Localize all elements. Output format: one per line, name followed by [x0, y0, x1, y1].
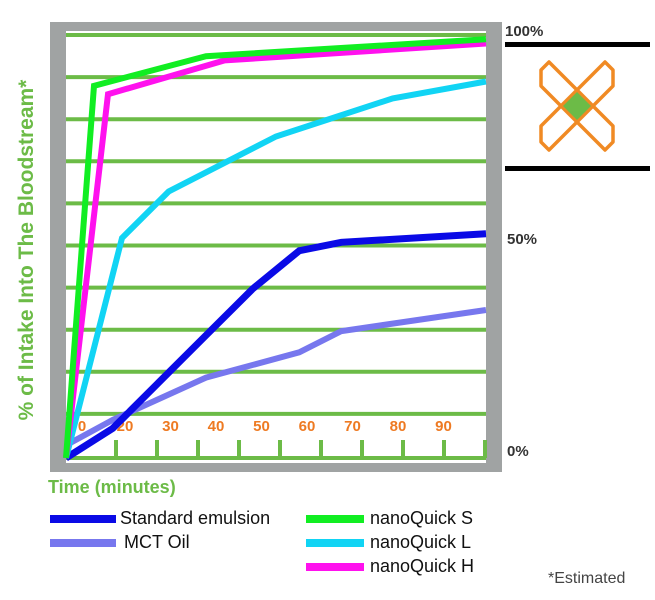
series-line-mct-oil: [64, 307, 487, 448]
gridlines: [66, 33, 486, 416]
x-tick-labels: 0 20 30 40 50 60 70 80 90: [78, 418, 452, 435]
x-tick-label: 60: [299, 418, 316, 435]
footnote: *Estimated: [548, 570, 626, 587]
x-axis: [66, 440, 487, 460]
legend-label: nanoQuick L: [370, 532, 472, 552]
legend-label: Standard emulsion: [120, 508, 271, 528]
x-tick-label: 70: [344, 418, 361, 435]
series-line-nanoquick-s: [63, 36, 487, 459]
y-label-0: 0%: [507, 443, 529, 460]
x-tick-label: 80: [390, 418, 407, 435]
legend-item-nanoquick-s: nanoQuick S: [306, 508, 473, 529]
legend-item-nanoquick-h: nanoQuick H: [306, 556, 474, 577]
x-tick-label: 30: [162, 418, 179, 435]
legend-swatch: [306, 562, 364, 571]
series-line-nanoquick-l: [63, 78, 487, 459]
legend-swatch: [50, 514, 116, 523]
legend-label: nanoQuick H: [370, 556, 475, 576]
bottom-black-bar: [505, 166, 650, 171]
legend-label: nanoQuick S: [370, 508, 474, 528]
legend-swatch: [50, 538, 116, 547]
y-axis-title: % of Intake Into The Bloodstream*: [15, 79, 38, 421]
y-label-50: 50%: [507, 231, 538, 248]
top-black-bar: [505, 42, 650, 47]
x-tick-label: 90: [435, 418, 452, 435]
legend-swatch: [306, 514, 364, 523]
legend-item-mct-oil: MCT Oil: [50, 532, 190, 553]
series-lines: [63, 36, 487, 461]
y-label-100: 100%: [505, 23, 544, 40]
series-line-standard-emulsion: [64, 230, 487, 461]
legend-swatch: [306, 538, 364, 547]
x-tick-label: 50: [253, 418, 270, 435]
legend-item-standard-emulsion: Standard emulsion: [50, 508, 270, 529]
x-tick-label: 0: [78, 418, 86, 435]
series-line-nanoquick-h: [63, 40, 487, 459]
legend-label: MCT Oil: [124, 532, 190, 552]
x-axis-title: Time (minutes): [48, 477, 176, 497]
x-tick-label: 40: [208, 418, 225, 435]
x-logo-icon: [539, 60, 615, 152]
legend-item-nanoquick-l: nanoQuick L: [306, 532, 471, 553]
